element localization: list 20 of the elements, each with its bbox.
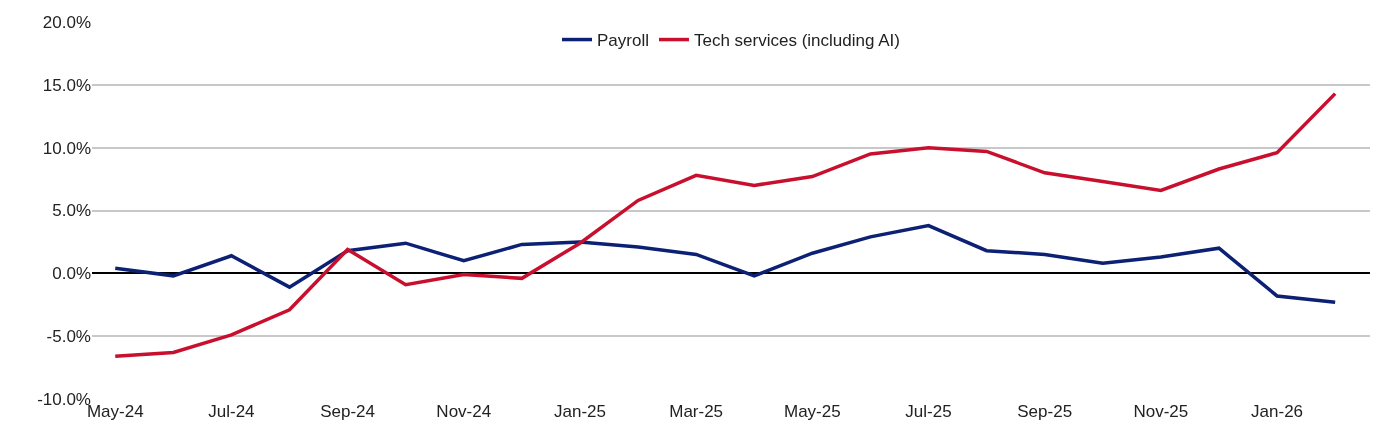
x-tick-label: Nov-25: [1133, 402, 1189, 421]
x-tick-label: Jan-26: [1251, 402, 1304, 421]
x-tick-label: Jul-25: [905, 402, 952, 421]
x-tick-label: Mar-25: [669, 402, 724, 421]
x-tick-label: Jan-25: [553, 402, 606, 421]
y-tick-label: 20.0%: [42, 12, 91, 32]
y-tick-label: 0.0%: [52, 264, 91, 284]
y-tick-label: 15.0%: [42, 75, 91, 95]
line-series: [113, 91, 1337, 359]
y-tick-label: 10.0%: [42, 138, 91, 158]
x-tick-label: Sep-25: [1017, 402, 1073, 421]
x-tick-label: Jul-24: [208, 402, 255, 421]
x-tick-label: Nov-24: [436, 402, 492, 421]
legend-label: Payroll: [597, 31, 649, 51]
legend-label: Tech services (including AI): [693, 31, 900, 51]
line-series: [113, 223, 1337, 304]
y-tick-label: -5.0%: [46, 327, 91, 347]
x-tick-label: Sep-24: [320, 402, 376, 421]
x-tick-label: May-25: [783, 402, 841, 421]
y-tick-label: 5.0%: [52, 201, 91, 221]
